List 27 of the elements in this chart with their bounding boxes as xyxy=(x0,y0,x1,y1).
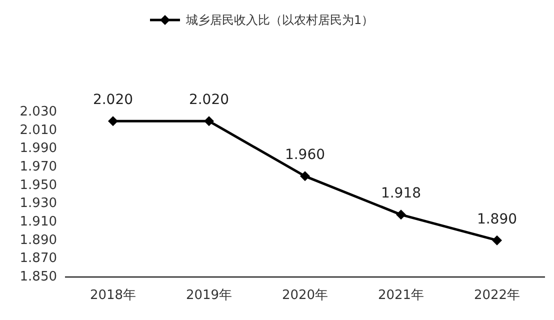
point xyxy=(300,171,310,182)
x-tick-label: 2019年 xyxy=(186,288,232,303)
point xyxy=(204,116,214,126)
y-tick-label: 2.030 xyxy=(20,104,57,120)
y-tick-label: 1.990 xyxy=(20,141,57,156)
y-tick-label: 1.950 xyxy=(20,178,57,193)
y-tick-label: 1.850 xyxy=(20,270,57,284)
x-tick-label: 2021年 xyxy=(378,288,424,303)
legend-label: 城乡居民收入比（以农村居民为1） xyxy=(185,13,374,27)
data-label: 2.020 xyxy=(188,92,230,108)
point xyxy=(396,210,406,220)
y-tick-label: 1.910 xyxy=(20,214,57,230)
data-label: 2.020 xyxy=(92,92,134,108)
x-tick-label: 2020年 xyxy=(282,288,328,303)
x-tick-label: 2022年 xyxy=(474,288,520,303)
point xyxy=(492,235,502,246)
point xyxy=(108,116,118,126)
y-tick-label: 2.010 xyxy=(20,122,57,138)
data-label: 1.890 xyxy=(476,211,518,228)
y-tick-label: 1.870 xyxy=(20,251,57,266)
data-label: 1.960 xyxy=(284,147,326,164)
y-tick-label: 1.970 xyxy=(20,160,57,174)
y-tick-label: 1.930 xyxy=(20,196,57,212)
y-tick-label: 1.890 xyxy=(20,232,57,248)
x-tick-label: 2018年 xyxy=(90,288,136,303)
legend: 城乡居民收入比（以农村居民为1） xyxy=(150,13,374,27)
data-label: 1.918 xyxy=(380,186,422,202)
